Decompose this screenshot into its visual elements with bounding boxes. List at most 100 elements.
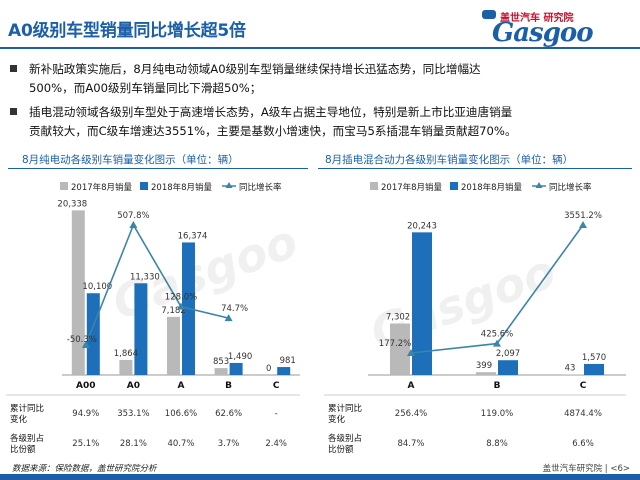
legend-swatch-2018 bbox=[450, 182, 458, 190]
table-row-label: 累计同比 bbox=[328, 403, 362, 414]
gasgoo-logo: 盖世汽车 研究院 Gasgoo bbox=[470, 8, 635, 48]
growth-rate-line bbox=[85, 223, 229, 346]
bar-2018 bbox=[584, 363, 604, 375]
footer-page-label: 盖世汽车研究院 | <6> bbox=[542, 464, 630, 474]
growth-rate-marker bbox=[407, 349, 415, 356]
growth-rate-marker bbox=[224, 314, 233, 322]
growth-rate-marker bbox=[81, 341, 90, 348]
bullet-text-line1: 新补贴政策实施后，8月纯电动领域A0级别车型销量继续保持增长迅猛态势，同比增幅达 bbox=[29, 62, 481, 76]
data-label-2018: 11,330 bbox=[130, 272, 160, 282]
legend-swatch-2017 bbox=[60, 182, 68, 190]
bar-2017 bbox=[167, 316, 180, 375]
table-cell: 84.7% bbox=[397, 439, 424, 449]
table-cell: 62.6% bbox=[215, 409, 242, 419]
table-row-label: 比份额 bbox=[328, 444, 354, 455]
data-source-note: 数据来源：保险数据，盖世研究院分析 bbox=[12, 464, 157, 474]
logo-wordmark: Gasgoo bbox=[492, 18, 594, 48]
growth-rate-marker bbox=[177, 302, 185, 310]
growth-rate-marker bbox=[579, 221, 587, 228]
data-label-2018: 20,243 bbox=[407, 221, 437, 231]
growth-rate-label: 3551.2% bbox=[564, 211, 602, 221]
growth-rate-label: 177.2% bbox=[379, 339, 411, 349]
category-label: B bbox=[225, 381, 232, 391]
bar-2018 bbox=[229, 362, 243, 375]
table-cell: 40.7% bbox=[167, 439, 194, 449]
bullet-item: 插电混动领域各级别车型处于高速增长态势，A级车占据主导地位，特别是新上市比亚迪唐… bbox=[10, 103, 635, 141]
logo-subtitle: 盖世汽车 研究院 bbox=[500, 13, 574, 24]
growth-rate-label: 128.0% bbox=[165, 293, 197, 303]
table-cell: - bbox=[275, 409, 278, 419]
growth-rate-marker bbox=[493, 339, 501, 347]
category-label: A bbox=[408, 381, 415, 391]
legend-label-2017: 2017年8月销量 bbox=[71, 182, 133, 193]
table-row-label: 各级别占 bbox=[328, 433, 362, 444]
legend-label-2017: 2017年8月销量 bbox=[381, 182, 443, 193]
table-row-label: 变化 bbox=[328, 414, 346, 425]
growth-rate-marker bbox=[129, 221, 138, 228]
data-label-2018: 981 bbox=[280, 356, 296, 366]
table-row-label: 累计同比 bbox=[10, 403, 44, 414]
bar-2018 bbox=[86, 293, 100, 375]
data-label-2018: 1,570 bbox=[582, 353, 606, 363]
category-label: A0 bbox=[127, 381, 140, 391]
table-cell: 28.1% bbox=[120, 439, 147, 449]
bar-2017 bbox=[119, 359, 133, 375]
chart-title-ev: 8月纯电动各级别车销量变化图示（单位：辆） bbox=[22, 154, 239, 166]
bar-2017 bbox=[390, 323, 410, 375]
table-cell: 3.7% bbox=[218, 439, 240, 449]
table-cell: 4874.4% bbox=[564, 409, 602, 419]
legend-marker-growth bbox=[535, 182, 543, 188]
category-label: C bbox=[580, 381, 587, 391]
table-row-label: 变化 bbox=[10, 414, 28, 425]
table-cell: 2.4% bbox=[265, 439, 287, 449]
legend-label-2018: 2018年8月销量 bbox=[151, 182, 213, 193]
data-label-2017: 0 bbox=[266, 364, 271, 374]
bar-2018 bbox=[498, 360, 518, 375]
table-cell: 119.0% bbox=[481, 409, 513, 419]
data-label-2017: 399 bbox=[476, 361, 492, 371]
table-cell: 256.4% bbox=[395, 409, 427, 419]
growth-rate-label: -50.3% bbox=[67, 335, 97, 345]
table-row-label: 各级别占 bbox=[10, 433, 44, 444]
legend-swatch-2017 bbox=[370, 182, 378, 190]
table-cell: 25.1% bbox=[72, 439, 99, 449]
data-label-2017: 7,302 bbox=[386, 313, 410, 323]
bar-2018 bbox=[134, 283, 148, 375]
car-icon bbox=[482, 10, 496, 19]
bullet-text-line2: 贡献较大，而C级车增速达3551%，主要是基数小增速快，而宝马5系插混车销量贡献… bbox=[29, 124, 517, 138]
data-label-2018: 2,097 bbox=[496, 349, 520, 359]
chart-title-phev: 8月插电混合动力各级别车销量变化图示（单位：辆） bbox=[325, 154, 574, 166]
footer-bar bbox=[0, 474, 640, 480]
page-title: A0级别车型销量同比增长超5倍 bbox=[8, 21, 246, 41]
data-label-2017: 853 bbox=[213, 357, 229, 367]
data-label-2017: 43 bbox=[565, 364, 576, 374]
table-cell: 8.8% bbox=[486, 439, 508, 449]
chart-title-underline bbox=[8, 168, 308, 169]
bullet-square-icon bbox=[10, 65, 17, 72]
data-label-2018: 1,490 bbox=[228, 352, 252, 362]
bar-2018 bbox=[412, 232, 432, 375]
title-underline bbox=[0, 47, 640, 49]
bar-2017 bbox=[214, 368, 228, 375]
category-label: B bbox=[494, 381, 501, 391]
data-label-2017: 1,864 bbox=[114, 349, 138, 359]
bullet-text-line1: 插电混动领域各级别车型处于高速增长态势，A级车占据主导地位，特别是新上市比亚迪唐… bbox=[29, 105, 513, 119]
category-label: A bbox=[178, 381, 185, 391]
growth-rate-label: 507.8% bbox=[117, 211, 149, 221]
data-label-2018: 16,374 bbox=[178, 231, 208, 241]
legend-label-growth: 同比增长率 bbox=[239, 182, 282, 193]
bar-2017 bbox=[476, 372, 496, 375]
table-cell: 6.6% bbox=[572, 439, 594, 449]
legend-swatch-2018 bbox=[140, 182, 148, 190]
chart-title-underline bbox=[318, 168, 632, 169]
category-label: C bbox=[273, 381, 280, 391]
bullet-text-line2: 500%，而A00级别车销量同比下滑超50%； bbox=[29, 81, 262, 95]
bar-2018 bbox=[277, 367, 291, 375]
data-label-2018: 10,100 bbox=[82, 282, 112, 292]
legend-marker-growth bbox=[225, 182, 233, 188]
data-label-2017: 7,182 bbox=[161, 306, 185, 316]
growth-rate-label: 74.7% bbox=[221, 304, 248, 314]
legend-label-2018: 2018年8月销量 bbox=[461, 182, 523, 193]
